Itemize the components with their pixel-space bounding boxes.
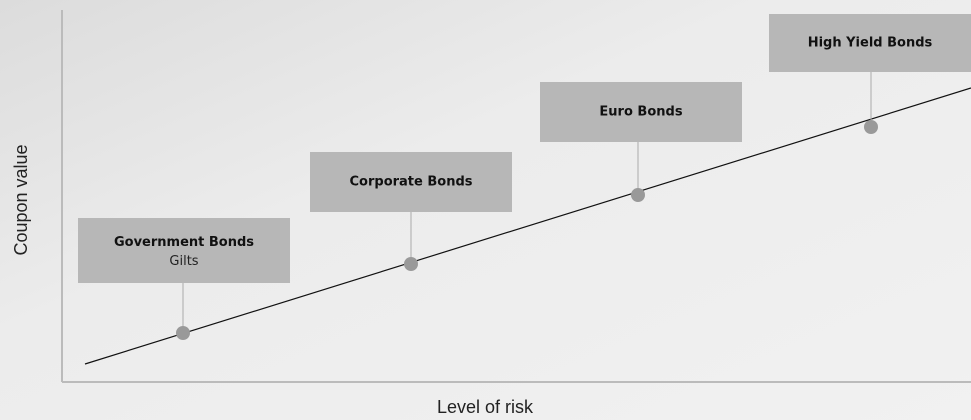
node-box bbox=[769, 14, 971, 72]
node-sublabel: Gilts bbox=[169, 254, 198, 269]
node-label: Government Bonds bbox=[114, 235, 254, 250]
trend-line bbox=[84, 87, 971, 365]
node-point bbox=[631, 188, 645, 202]
node-box bbox=[310, 152, 512, 212]
x-axis-label: Level of risk bbox=[437, 397, 534, 417]
node-point bbox=[404, 257, 418, 271]
node-point bbox=[176, 326, 190, 340]
y-axis-label: Coupon value bbox=[11, 144, 31, 255]
node-label: High Yield Bonds bbox=[808, 36, 933, 51]
node-label: Corporate Bonds bbox=[350, 175, 473, 190]
node-box bbox=[78, 218, 290, 283]
node-box bbox=[540, 82, 742, 142]
nodes: Government Bonds Gilts Corporate Bonds Euro… bbox=[78, 14, 971, 340]
node-point bbox=[864, 120, 878, 134]
node-label: Euro Bonds bbox=[599, 105, 682, 120]
